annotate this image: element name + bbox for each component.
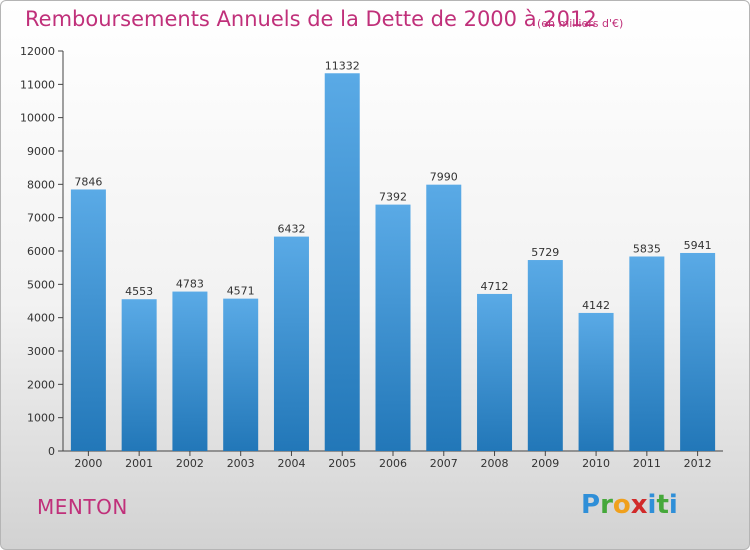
bar-2001: [121, 299, 157, 451]
bar-2007: [426, 184, 462, 451]
bar-2010: [578, 312, 614, 451]
proxiti-logo: Proxiti: [581, 490, 678, 520]
bar-2004: [273, 236, 309, 451]
data-label-2009: 5729: [531, 246, 559, 259]
unit-note: (en milliers d'€): [537, 17, 624, 30]
bar-2011: [629, 256, 665, 451]
y-axis: 0 1000 2000 3000 4000 5000 6000 7000 8000 9000 100…: [20, 45, 64, 458]
logo-letter: i: [668, 490, 678, 520]
logo-letter: x: [630, 490, 648, 520]
y-tick-label: 2000: [27, 378, 55, 391]
data-label-2005: 11332: [325, 59, 360, 72]
data-label-2010: 4142: [582, 299, 610, 312]
x-tick-label-2011: 2011: [633, 457, 661, 470]
data-label-2012: 5941: [684, 239, 712, 252]
x-tick-label-2004: 2004: [277, 457, 305, 470]
bars: 7846 4553 4783 4571 6432 11332 7392 7990 4712 572…: [70, 59, 716, 452]
commune-name: MENTON: [37, 495, 128, 519]
logo-letter: P: [581, 490, 601, 520]
y-tick-label: 12000: [20, 45, 55, 58]
x-tick-label-2001: 2001: [125, 457, 153, 470]
chart-title: Remboursements Annuels de la Dette de 20…: [25, 7, 597, 31]
y-tick-label: 7000: [27, 212, 55, 225]
x-tick-label-2010: 2010: [582, 457, 610, 470]
y-tick-label: 0: [48, 445, 55, 458]
data-label-2011: 5835: [633, 243, 661, 256]
bar-2009: [527, 260, 563, 451]
bar-2012: [680, 252, 716, 451]
data-label-2003: 4571: [227, 285, 255, 298]
data-label-2004: 6432: [277, 223, 305, 236]
data-label-2007: 7990: [430, 171, 458, 184]
x-axis: 2000 2001 2002 2003 2004 2005 2006 2007 2008 2009…: [63, 450, 723, 470]
bar-2008: [477, 293, 513, 451]
logo-letter: o: [612, 490, 631, 520]
logo-letter: t: [656, 490, 669, 520]
x-tick-label-2009: 2009: [531, 457, 559, 470]
x-tick-label-2008: 2008: [481, 457, 509, 470]
y-tick-label: 1000: [27, 412, 55, 425]
y-tick-label: 8000: [27, 178, 55, 191]
logo-letter: r: [600, 490, 613, 520]
y-tick-label: 3000: [27, 345, 55, 358]
data-label-2006: 7392: [379, 191, 407, 204]
x-tick-label-2002: 2002: [176, 457, 204, 470]
logo-letter: i: [647, 490, 657, 520]
y-tick-label: 4000: [27, 312, 55, 325]
bar-2005: [324, 73, 360, 452]
x-tick-label-2005: 2005: [328, 457, 356, 470]
bar-2002: [172, 291, 208, 451]
bar-2000: [70, 189, 106, 451]
data-label-2001: 4553: [125, 285, 153, 298]
x-tick-label-2003: 2003: [227, 457, 255, 470]
bar-2006: [375, 204, 411, 451]
y-tick-label: 5000: [27, 278, 55, 291]
y-tick-label: 10000: [20, 112, 55, 125]
y-tick-label: 11000: [20, 78, 55, 91]
bar-2003: [223, 298, 259, 451]
data-label-2000: 7846: [74, 175, 102, 188]
x-tick-label-2006: 2006: [379, 457, 407, 470]
x-tick-label-2000: 2000: [74, 457, 102, 470]
data-label-2008: 4712: [481, 280, 509, 293]
y-tick-label: 9000: [27, 145, 55, 158]
y-tick-label: 6000: [27, 245, 55, 258]
x-tick-label-2007: 2007: [430, 457, 458, 470]
x-tick-label-2012: 2012: [684, 457, 712, 470]
data-label-2002: 4783: [176, 278, 204, 291]
